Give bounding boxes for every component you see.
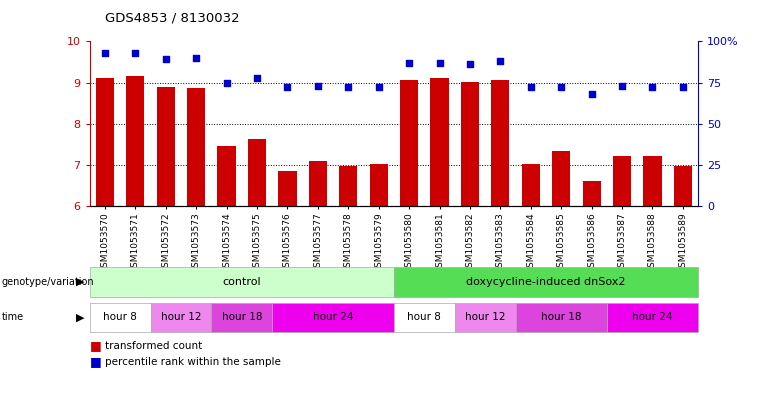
- Bar: [674, 166, 692, 206]
- Text: control: control: [222, 277, 261, 287]
- Point: [676, 84, 689, 91]
- Bar: [187, 88, 205, 206]
- Bar: [248, 140, 266, 206]
- Bar: [126, 76, 144, 206]
- Point: [159, 56, 172, 62]
- Point: [190, 55, 202, 61]
- Text: time: time: [2, 312, 23, 322]
- Point: [220, 79, 232, 86]
- Bar: [370, 164, 388, 206]
- Text: ▶: ▶: [76, 277, 85, 287]
- Bar: [461, 82, 479, 206]
- Text: hour 18: hour 18: [541, 312, 581, 322]
- Bar: [96, 77, 114, 206]
- Point: [129, 50, 142, 56]
- Bar: [431, 79, 448, 206]
- Text: percentile rank within the sample: percentile rank within the sample: [105, 356, 281, 367]
- Bar: [552, 151, 570, 206]
- Point: [646, 84, 658, 91]
- Point: [433, 60, 445, 66]
- Text: hour 24: hour 24: [313, 312, 353, 322]
- Point: [98, 50, 112, 56]
- Bar: [157, 88, 175, 206]
- Bar: [218, 146, 236, 206]
- Bar: [613, 156, 631, 206]
- Text: ▶: ▶: [76, 312, 85, 322]
- Bar: [400, 81, 418, 206]
- Text: genotype/variation: genotype/variation: [2, 277, 94, 287]
- Bar: [583, 181, 601, 206]
- Point: [585, 91, 597, 97]
- Text: hour 8: hour 8: [103, 312, 137, 322]
- Point: [494, 58, 506, 64]
- Text: hour 18: hour 18: [222, 312, 262, 322]
- Point: [402, 60, 415, 66]
- Text: GDS4853 / 8130032: GDS4853 / 8130032: [105, 12, 240, 25]
- Point: [555, 84, 567, 91]
- Point: [342, 84, 354, 91]
- Text: hour 12: hour 12: [465, 312, 505, 322]
- Bar: [339, 166, 357, 206]
- Point: [311, 83, 324, 89]
- Text: ■: ■: [90, 339, 101, 353]
- Point: [281, 84, 293, 91]
- Text: hour 8: hour 8: [407, 312, 441, 322]
- Bar: [309, 161, 327, 206]
- Bar: [644, 156, 661, 206]
- Bar: [491, 81, 509, 206]
- Text: hour 24: hour 24: [633, 312, 672, 322]
- Point: [250, 74, 263, 81]
- Text: hour 12: hour 12: [161, 312, 201, 322]
- Text: ■: ■: [90, 355, 101, 368]
- Text: transformed count: transformed count: [105, 341, 203, 351]
- Bar: [522, 164, 540, 206]
- Text: doxycycline-induced dnSox2: doxycycline-induced dnSox2: [466, 277, 626, 287]
- Point: [615, 83, 628, 89]
- Bar: [278, 171, 296, 206]
- Point: [372, 84, 385, 91]
- Point: [524, 84, 537, 91]
- Point: [463, 61, 476, 68]
